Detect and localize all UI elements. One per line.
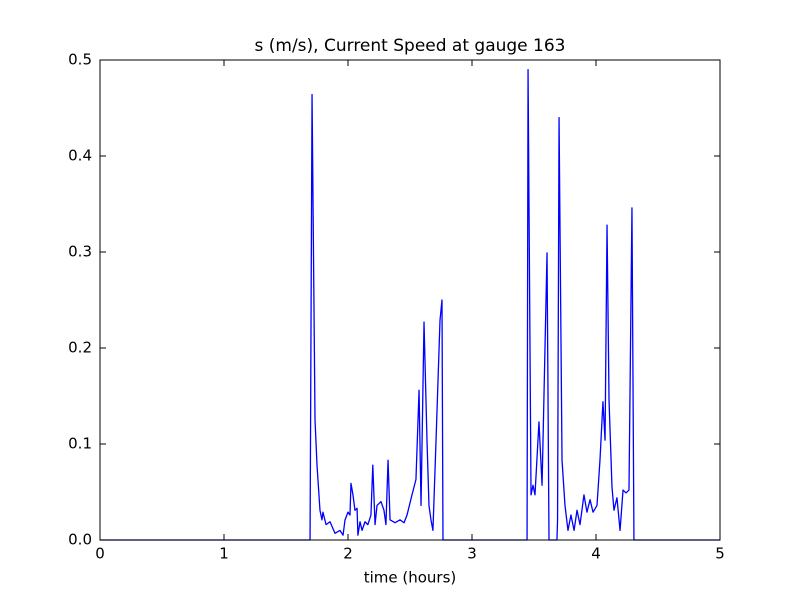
x-tick-label: 1	[219, 545, 229, 563]
x-tick-label: 5	[715, 545, 725, 563]
y-tick-label: 0.0	[68, 531, 92, 549]
plot-frame	[99, 59, 721, 541]
y-tick-label: 0.2	[68, 339, 92, 357]
y-tick-label: 0.1	[68, 435, 92, 453]
y-tick-label: 0.3	[68, 243, 92, 261]
y-tick-label: 0.4	[68, 147, 92, 165]
x-tick-label: 3	[467, 545, 477, 563]
x-axis-label: time (hours)	[364, 569, 457, 587]
x-tick-label: 4	[591, 545, 601, 563]
data-line	[100, 68, 720, 541]
chart-title: s (m/s), Current Speed at gauge 163	[255, 36, 566, 56]
x-tick-label: 2	[343, 545, 353, 563]
x-tick-label: 0	[95, 545, 105, 563]
y-tick-label: 0.5	[68, 51, 92, 69]
